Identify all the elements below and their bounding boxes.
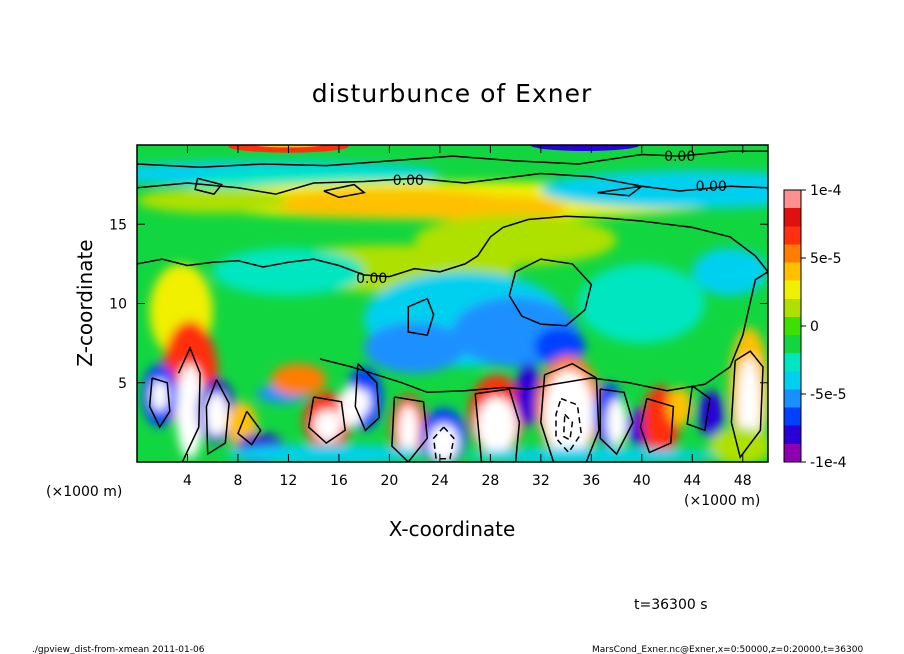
x-tick-label: 40 — [633, 473, 651, 489]
x-unit-right: (×1000 m) — [684, 493, 760, 509]
field-cell — [534, 327, 586, 366]
contour-zero — [177, 345, 201, 462]
contour-zero — [597, 185, 643, 197]
y-tick-label: 15 — [109, 217, 127, 233]
field-cell — [270, 363, 327, 396]
footer-left: ./gpview_dist-from-xmean 2011-01-06 — [32, 645, 205, 654]
x-unit-left: (×1000 m) — [46, 484, 122, 500]
contour-zero — [137, 172, 768, 195]
contour-zero — [391, 396, 429, 462]
contour-zero — [407, 298, 435, 337]
plot-area — [137, 145, 768, 462]
contour-zero — [205, 379, 230, 456]
contour-labels: 0.000.00 0.000.00 — [356, 149, 727, 287]
y-axis: 5 10 15 — [109, 217, 768, 392]
colorbar: 1e-4 5e-5 0 -5e-5 -1e-4 — [783, 183, 847, 471]
x-tick-label: 36 — [582, 473, 600, 489]
contour-zero — [148, 377, 171, 429]
contour-label: 0.00 — [664, 149, 695, 165]
field-cell — [708, 427, 768, 462]
contour-zero — [508, 258, 593, 327]
field-cell — [225, 444, 428, 462]
y-axis-label: Z-coordinate — [73, 239, 97, 366]
contour-zero — [307, 396, 347, 444]
field-cell — [414, 195, 567, 222]
x-tick-label: 8 — [233, 473, 242, 489]
field-cell — [398, 404, 419, 456]
contour-negative — [432, 426, 455, 460]
contour-zero — [686, 385, 711, 432]
x-tick-label: 48 — [734, 473, 752, 489]
time-label: t=36300 s — [634, 597, 708, 613]
colorbar-label: -1e-4 — [810, 455, 847, 471]
x-tick-label: 28 — [481, 473, 499, 489]
field-cell — [338, 385, 365, 428]
contour-zero — [137, 215, 768, 278]
footer-right: MarsCond_Exner.nc@Exner,x=0:50000,z=0:20… — [592, 645, 863, 654]
zero-contours — [137, 150, 768, 462]
field-cell — [150, 379, 169, 412]
colorbar-scale — [783, 189, 802, 463]
contour-zero — [323, 183, 366, 199]
field-cell-top-negative — [530, 145, 640, 151]
colorbar-label: 0 — [810, 319, 819, 335]
contour-zero — [599, 388, 634, 456]
contour-label: 0.00 — [393, 173, 424, 189]
field-cell — [578, 263, 705, 344]
field-cell — [606, 398, 627, 447]
colorbar-label: 1e-4 — [810, 183, 842, 199]
x-axis-label: X-coordinate — [389, 517, 516, 541]
contour-label: 0.00 — [696, 179, 727, 195]
contour-zero — [474, 388, 521, 462]
field-cell — [543, 370, 594, 459]
y-tick-label: 10 — [109, 297, 127, 313]
x-tick-label: 4 — [183, 473, 192, 489]
field-cell — [428, 423, 459, 462]
field-cell — [137, 187, 289, 214]
field-cell — [698, 390, 724, 439]
contour-zero — [319, 271, 768, 394]
field-cell — [205, 392, 228, 437]
x-tick-label: 12 — [280, 473, 298, 489]
x-axis: 4 8 12 16 20 24 28 32 36 40 44 48 — [183, 145, 752, 489]
contour-label: 0.00 — [356, 271, 387, 287]
chart-title: disturbunce of Exner — [312, 79, 593, 108]
y-tick-label: 5 — [118, 376, 127, 392]
colorbar-label: -5e-5 — [810, 387, 847, 403]
field-cell — [364, 322, 466, 374]
contour-negative — [562, 413, 574, 441]
x-tick-label: 44 — [683, 473, 701, 489]
x-tick-label: 16 — [330, 473, 348, 489]
field-cell — [476, 397, 517, 455]
field-cell — [692, 248, 768, 296]
field-cell — [540, 170, 768, 209]
contour-zero — [354, 363, 381, 432]
field-cell — [515, 362, 541, 426]
contour-zero — [730, 350, 764, 459]
field-anomalies — [137, 160, 768, 462]
contour-zero — [194, 177, 223, 195]
contour-zero — [237, 410, 262, 446]
contour-zero — [540, 362, 600, 462]
contour-zero — [639, 397, 675, 454]
x-tick-label: 24 — [431, 473, 449, 489]
field-cell — [176, 363, 204, 459]
x-tick-label: 32 — [532, 473, 550, 489]
x-tick-label: 20 — [380, 473, 398, 489]
field-cell — [212, 248, 365, 296]
contour-zero — [137, 150, 768, 168]
colorbar-label: 5e-5 — [810, 251, 841, 267]
field-cell — [313, 409, 342, 442]
contour-negative — [555, 397, 582, 454]
